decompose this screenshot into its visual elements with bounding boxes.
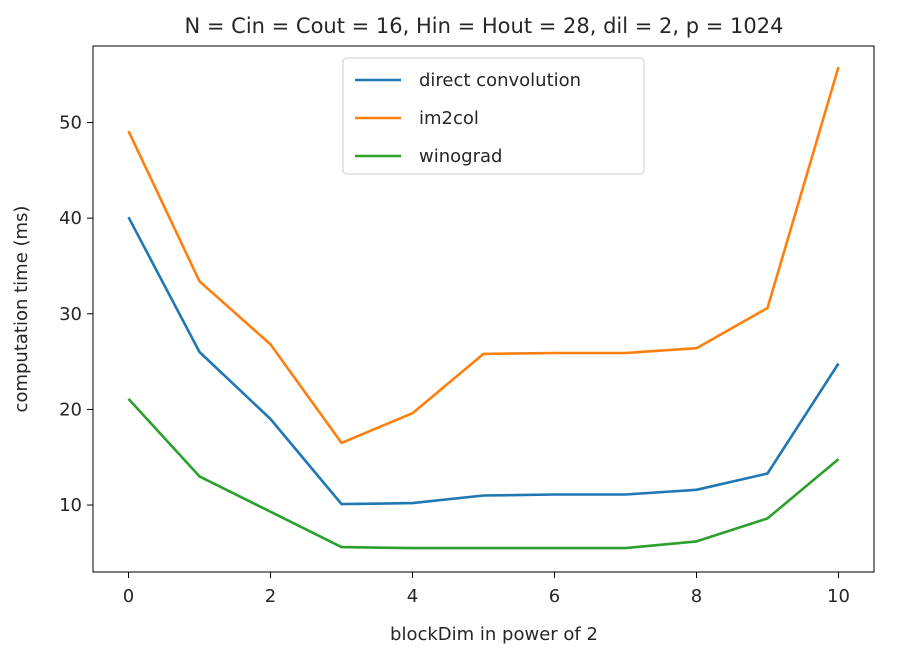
legend-label-0: direct convolution bbox=[419, 70, 581, 91]
x-tick-label: 2 bbox=[265, 586, 276, 607]
y-tick-label: 50 bbox=[59, 113, 82, 134]
y-tick-label: 10 bbox=[59, 495, 82, 516]
legend: direct convolution im2col winograd bbox=[342, 57, 645, 175]
legend-label-2: winograd bbox=[419, 146, 502, 167]
legend-label-1: im2col bbox=[419, 108, 479, 129]
x-tick-label: 4 bbox=[407, 586, 418, 607]
x-tick-label: 8 bbox=[691, 586, 702, 607]
series-line-2 bbox=[127, 398, 840, 550]
y-tick-label: 30 bbox=[59, 304, 82, 325]
legend-box bbox=[342, 57, 645, 175]
x-axis-label: blockDim in power of 2 bbox=[390, 624, 598, 645]
x-tick-label: 6 bbox=[549, 586, 560, 607]
y-axis-ticks: 10 20 30 40 50 bbox=[59, 113, 93, 516]
x-axis-ticks: 0 2 4 6 8 10 bbox=[123, 572, 850, 607]
chart-title: N = Cin = Cout = 16, Hin = Hout = 28, di… bbox=[185, 14, 784, 38]
series-line-1 bbox=[127, 66, 840, 445]
x-tick-label: 10 bbox=[827, 586, 850, 607]
x-tick-label: 0 bbox=[123, 586, 134, 607]
plot-frame bbox=[92, 45, 875, 573]
y-axis-label: computation time (ms) bbox=[11, 206, 32, 413]
series-line-0 bbox=[127, 216, 840, 506]
y-tick-label: 20 bbox=[59, 399, 82, 420]
plot-area bbox=[127, 66, 840, 550]
y-tick-label: 40 bbox=[59, 208, 82, 229]
